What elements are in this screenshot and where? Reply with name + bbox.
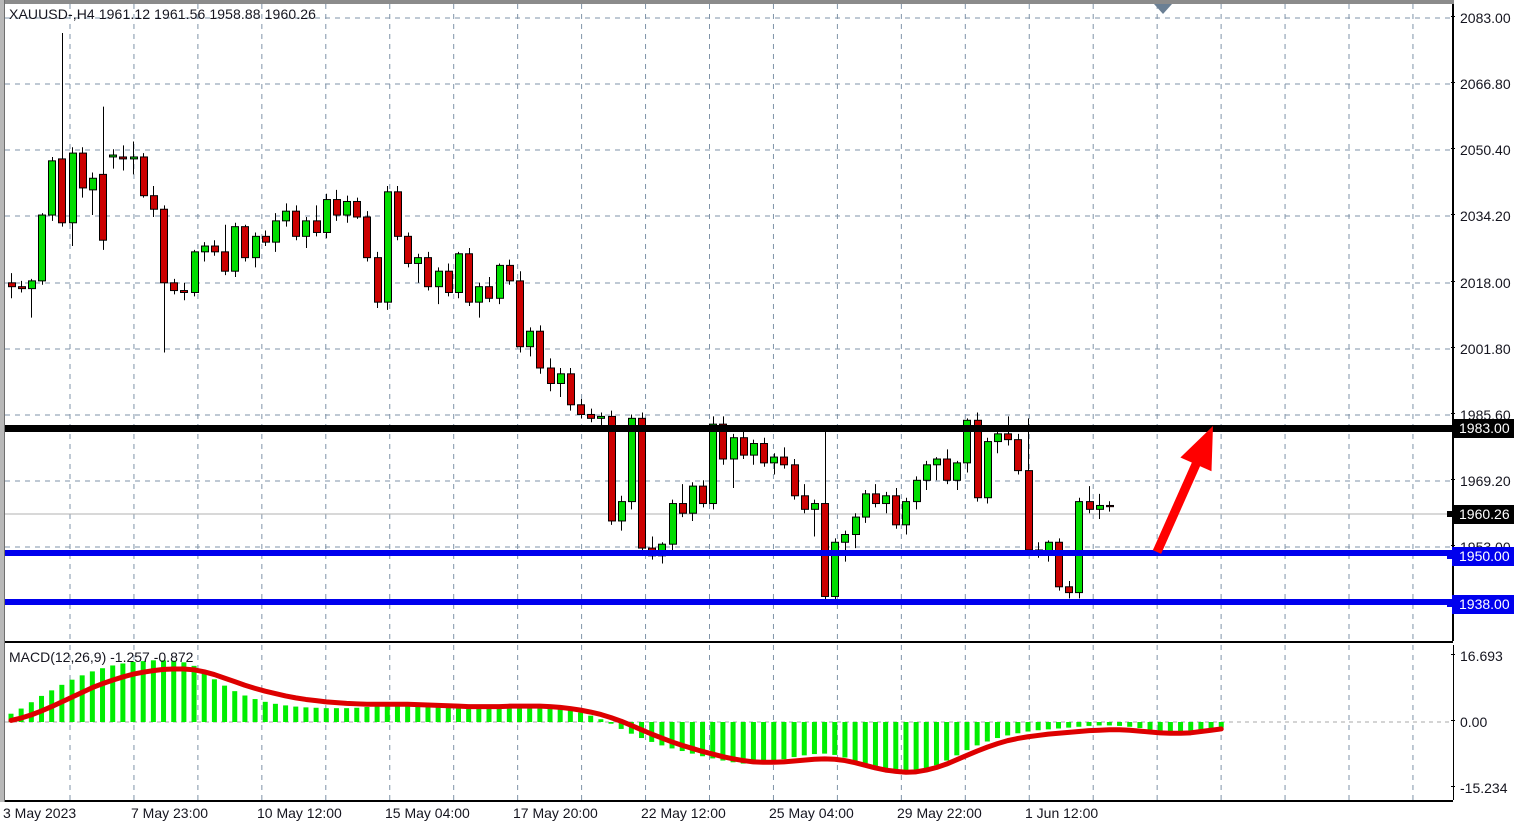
time-axis-label: 22 May 12:00 [641, 805, 726, 821]
pane-separator [5, 641, 1453, 643]
time-axis-label: 3 May 2023 [3, 805, 77, 821]
window-top-border [0, 0, 1517, 4]
price-badge-1950-00[interactable]: 1950.00 [1452, 547, 1514, 566]
tick-mark [1451, 786, 1455, 787]
macd-tick: 16.693 [1451, 648, 1503, 664]
price-tick-label: 2066.80 [1460, 76, 1511, 92]
macd-label: MACD(12,26,9) -1.257 -0.872 [9, 649, 194, 665]
price-tick-label: 2083.00 [1460, 10, 1511, 26]
price-badge-notch [1447, 511, 1454, 517]
price-tick: 2066.80 [1451, 76, 1511, 92]
current-bar-marker-icon [1154, 4, 1172, 14]
time-axis-label: 17 May 20:00 [513, 805, 598, 821]
tick-mark [1451, 347, 1455, 348]
price-canvas [5, 4, 1453, 641]
time-axis-line [5, 800, 1453, 802]
tick-mark [1451, 720, 1455, 721]
macd-tick-label: 0.00 [1460, 714, 1488, 730]
tick-mark [1451, 16, 1455, 17]
tick-mark [1451, 479, 1455, 480]
price-tick-label: 2018.00 [1460, 275, 1511, 291]
macd-tick: -15.234 [1451, 780, 1508, 796]
price-tick-label: 2001.80 [1460, 341, 1511, 357]
time-axis-label: 7 May 23:00 [131, 805, 209, 821]
price-tick: 1969.20 [1451, 473, 1511, 489]
price-chart-pane[interactable] [5, 4, 1453, 641]
price-tick: 2083.00 [1451, 10, 1511, 26]
symbol-ohlc-label: XAUUSD-,H4 1961.12 1961.56 1958.88 1960.… [9, 6, 316, 22]
price-tick-label: 2034.20 [1460, 208, 1511, 224]
price-tick: 2050.40 [1451, 142, 1511, 158]
price-tick-label: 2050.40 [1460, 142, 1511, 158]
price-tick: 2034.20 [1451, 208, 1511, 224]
price-badge-1938-00[interactable]: 1938.00 [1452, 595, 1514, 614]
macd-tick-label: -15.234 [1460, 780, 1508, 796]
time-axis-label: 10 May 12:00 [257, 805, 342, 821]
macd-tick: 0.00 [1451, 714, 1488, 730]
tick-mark [1451, 413, 1455, 414]
price-tick-label: 1985.60 [1460, 407, 1511, 423]
time-axis-label: 29 May 22:00 [897, 805, 982, 821]
price-axis-line [1452, 4, 1454, 641]
price-badge-notch [1447, 601, 1454, 607]
time-axis-label: 15 May 04:00 [385, 805, 470, 821]
time-axis-label: 25 May 04:00 [769, 805, 854, 821]
tick-mark [1451, 545, 1455, 546]
tick-mark [1451, 281, 1455, 282]
price-badge-1983-00[interactable]: 1983.00 [1452, 419, 1514, 438]
price-badge-notch [1447, 553, 1454, 559]
price-badge-1960-26[interactable]: 1960.26 [1452, 505, 1514, 524]
time-axis: 3 May 2023 7 May 23:00 10 May 12:00 15 May … [0, 802, 1453, 825]
macd-indicator-pane[interactable] [5, 645, 1453, 800]
price-tick: 2018.00 [1451, 275, 1511, 291]
price-scale[interactable]: 2083.00 2066.80 2050.40 2034.20 2018.00 2001.… [1447, 0, 1517, 825]
macd-tick-label: 16.693 [1460, 648, 1503, 664]
price-tick-label: 1969.20 [1460, 473, 1511, 489]
macd-canvas [5, 645, 1453, 800]
tick-mark [1451, 82, 1455, 83]
price-tick: 1985.60 [1451, 407, 1511, 423]
macd-axis-line [1452, 645, 1454, 800]
tick-mark [1451, 654, 1455, 655]
time-axis-label: 1 Jun 12:00 [1025, 805, 1099, 821]
window-left-border [0, 0, 5, 825]
price-tick: 2001.80 [1451, 341, 1511, 357]
price-badge-notch [1447, 425, 1454, 431]
tick-mark [1451, 214, 1455, 215]
tick-mark [1451, 148, 1455, 149]
